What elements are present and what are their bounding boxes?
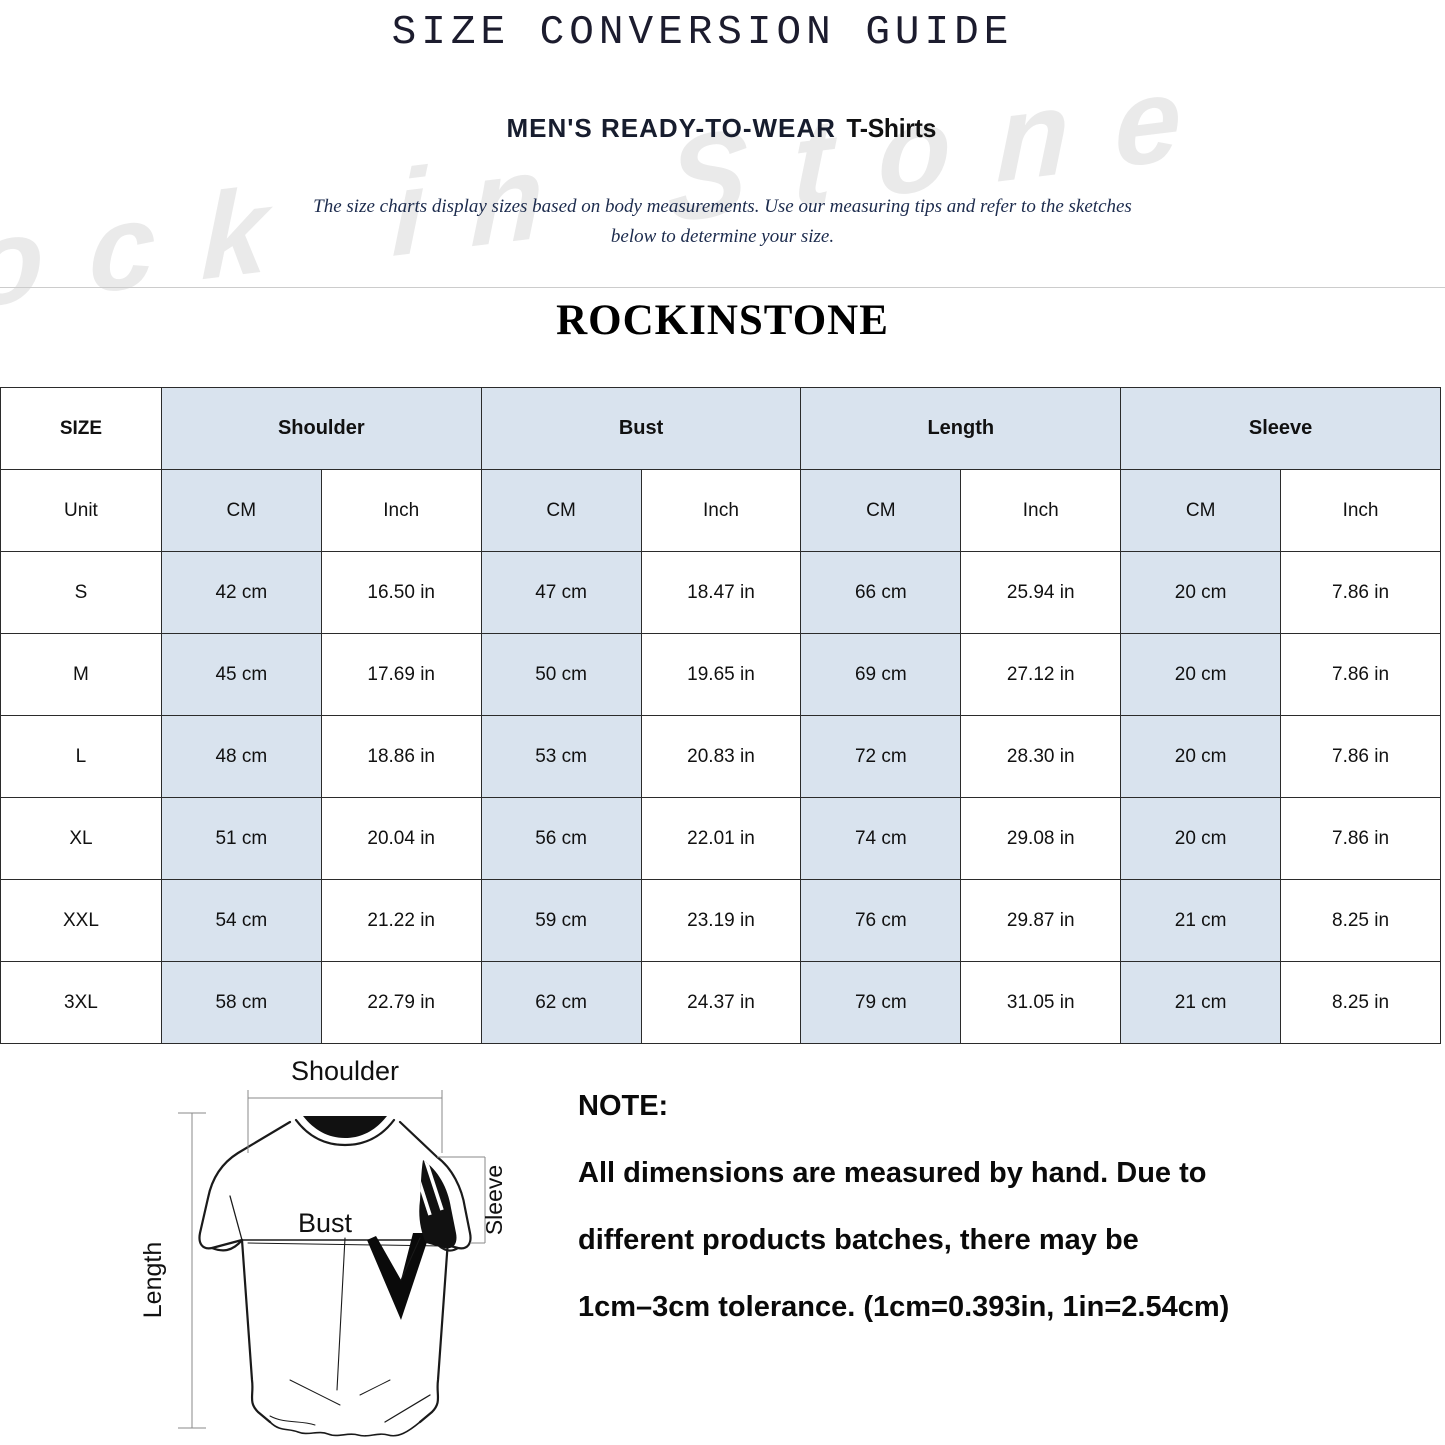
svg-text:Sleeve: Sleeve (481, 1165, 507, 1235)
svg-text:Bust: Bust (298, 1208, 353, 1238)
svg-text:Shoulder: Shoulder (291, 1056, 399, 1086)
svg-text:Length: Length (139, 1242, 167, 1318)
